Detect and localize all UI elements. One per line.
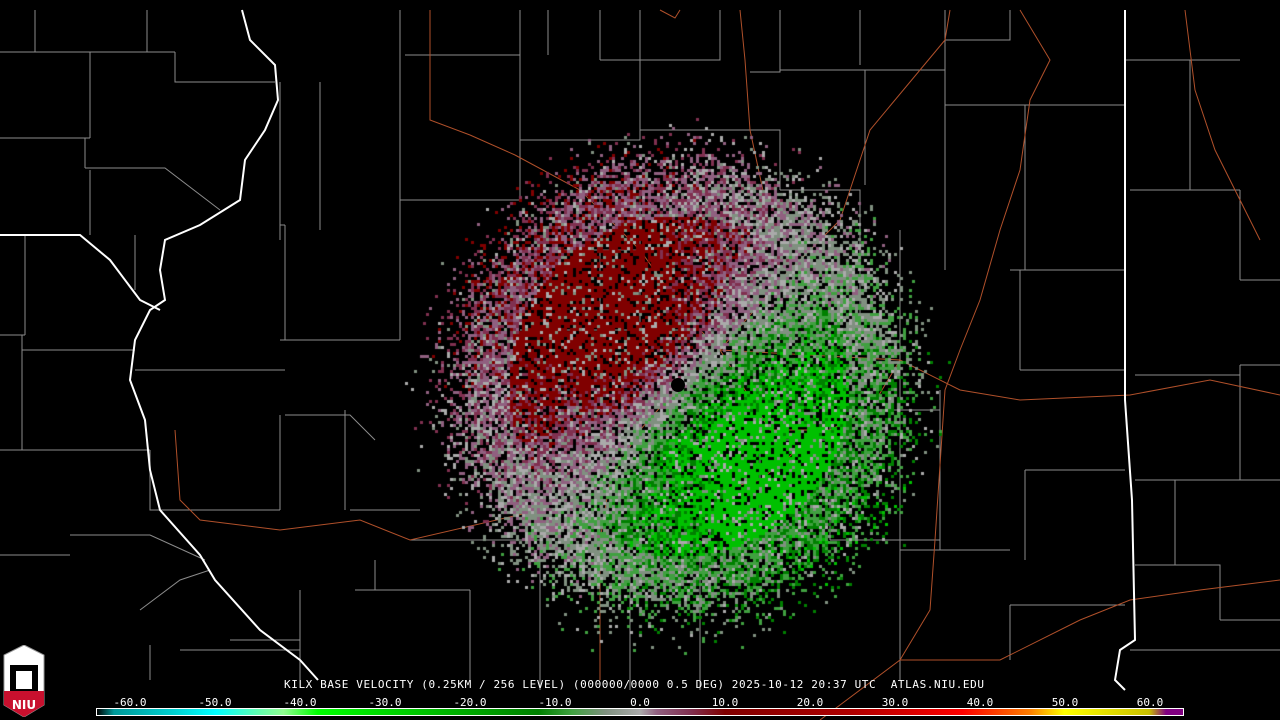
radar-site-marker: [671, 378, 685, 392]
colorbar-tick-label: 60.0: [1136, 696, 1164, 709]
colorbar-tick-label: -20.0: [453, 696, 487, 709]
logo-text: NIU: [12, 698, 36, 712]
colorbar-tick-label: 10.0: [711, 696, 739, 709]
colorbar-tick-label: -60.0: [113, 696, 147, 709]
colorbar-tick-label: -50.0: [198, 696, 232, 709]
colorbar-tick-label: 20.0: [796, 696, 824, 709]
colorbar-tick-label: 0.0: [630, 696, 650, 709]
velocity-colorbar: [96, 708, 1184, 716]
colorbar-tick-label: -30.0: [368, 696, 402, 709]
product-caption: KILX BASE VELOCITY (0.25KM / 256 LEVEL) …: [284, 678, 985, 691]
colorbar-tick-label: 40.0: [966, 696, 994, 709]
colorbar-tick-label: 30.0: [881, 696, 909, 709]
colorbar-tick-label: -10.0: [538, 696, 572, 709]
colorbar-tick-label: -40.0: [283, 696, 317, 709]
colorbar-tick-label: 50.0: [1051, 696, 1079, 709]
niu-logo: NIU: [3, 645, 45, 717]
